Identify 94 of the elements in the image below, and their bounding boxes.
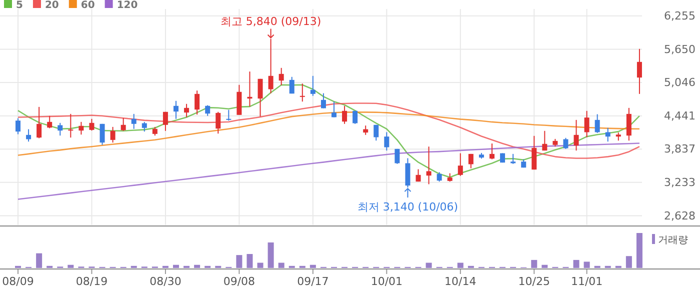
candlestick <box>68 113 74 138</box>
candlestick <box>268 38 274 94</box>
candlestick <box>131 113 136 130</box>
candlestick <box>258 78 263 118</box>
candlestick <box>184 103 190 118</box>
candlestick <box>563 137 568 150</box>
candlestick <box>342 105 348 124</box>
legend-label: 20 <box>44 0 59 11</box>
candlestick <box>110 126 116 144</box>
candlestick <box>584 110 590 138</box>
y-tick-label: 5,046 <box>664 76 696 90</box>
bar <box>531 260 538 268</box>
x-tick-label: 10/01 <box>370 274 403 288</box>
legend-label: 120 <box>116 0 138 11</box>
x-tick-label: 09/17 <box>297 274 329 288</box>
legend-label: 60 <box>80 0 95 11</box>
candlestick <box>352 110 358 124</box>
x-tick-label: 08/19 <box>76 274 108 288</box>
candlestick <box>78 121 84 136</box>
candlestick <box>278 67 284 86</box>
y-tick-label: 3,233 <box>664 176 696 189</box>
candlestick <box>310 75 316 96</box>
candlestick <box>332 101 336 118</box>
y-tick-label: 3,837 <box>664 142 696 156</box>
line-series <box>17 112 640 156</box>
bar <box>36 253 42 268</box>
x-tick-label: 10/14 <box>444 274 476 288</box>
candlestick <box>36 106 42 139</box>
candlestick <box>320 92 326 109</box>
candlestick <box>205 104 210 116</box>
candlestick <box>594 114 600 134</box>
x-tick-label: 08/30 <box>150 274 182 288</box>
bar <box>268 242 274 268</box>
legend-label: 5 <box>16 0 23 11</box>
bar <box>310 264 316 268</box>
bar <box>257 262 264 268</box>
candlestick <box>405 158 410 188</box>
bar <box>626 256 632 268</box>
bar <box>278 262 284 268</box>
candlestick <box>26 128 32 142</box>
x-tick-label: 11/01 <box>570 274 603 288</box>
bar <box>542 264 548 268</box>
candlestick <box>532 135 537 170</box>
annotation: 최고 5,840 (09/13) <box>220 14 322 28</box>
candlestick <box>100 123 105 146</box>
bar <box>584 262 590 268</box>
candlestick <box>162 111 168 132</box>
candlestick <box>226 109 232 122</box>
candlestick <box>490 143 494 160</box>
candlestick <box>458 152 463 176</box>
candlestick <box>374 124 379 142</box>
candlestick <box>47 115 52 129</box>
y-tick-label: 4,441 <box>664 109 696 122</box>
candlestick <box>236 84 242 116</box>
candlestick <box>426 146 432 185</box>
y-tick-label: 6,255 <box>664 9 696 22</box>
candlestick <box>289 76 294 94</box>
candlestick <box>468 153 474 169</box>
candlestick <box>58 122 63 136</box>
candlestick <box>384 132 390 152</box>
y-tick-label: 2,628 <box>664 209 696 222</box>
candlestick <box>120 117 126 132</box>
bar <box>246 254 253 268</box>
candlestick <box>394 148 400 164</box>
x-tick-label: 09/08 <box>223 274 256 288</box>
x-tick-label: 08/09 <box>2 274 34 288</box>
candlestick <box>510 153 516 164</box>
bar <box>68 264 74 268</box>
candlestick <box>300 83 305 102</box>
candlestick <box>436 172 442 182</box>
candlestick <box>416 168 421 182</box>
candlestick <box>363 125 368 136</box>
candlestick <box>174 100 178 120</box>
candlestick <box>89 118 94 132</box>
bar <box>457 262 464 268</box>
candlestick <box>216 111 221 134</box>
candlestick <box>574 119 579 152</box>
legend-label: 거래량 <box>658 235 688 246</box>
y-tick-label: 5,650 <box>664 42 696 56</box>
x-tick-label: 10/25 <box>518 274 550 288</box>
bar <box>573 260 580 268</box>
candlestick <box>626 107 632 142</box>
candlestick <box>247 71 252 108</box>
annotation: 최저 3,140 (10/06) <box>357 200 458 214</box>
candlestick <box>194 90 200 116</box>
candlestick <box>605 127 610 142</box>
bar <box>426 262 432 268</box>
candlestick <box>16 118 20 135</box>
bar <box>236 255 242 268</box>
bar <box>636 233 642 268</box>
bar <box>194 264 200 268</box>
bar <box>173 264 179 268</box>
candlestick <box>542 130 548 152</box>
candlestick <box>142 121 147 132</box>
